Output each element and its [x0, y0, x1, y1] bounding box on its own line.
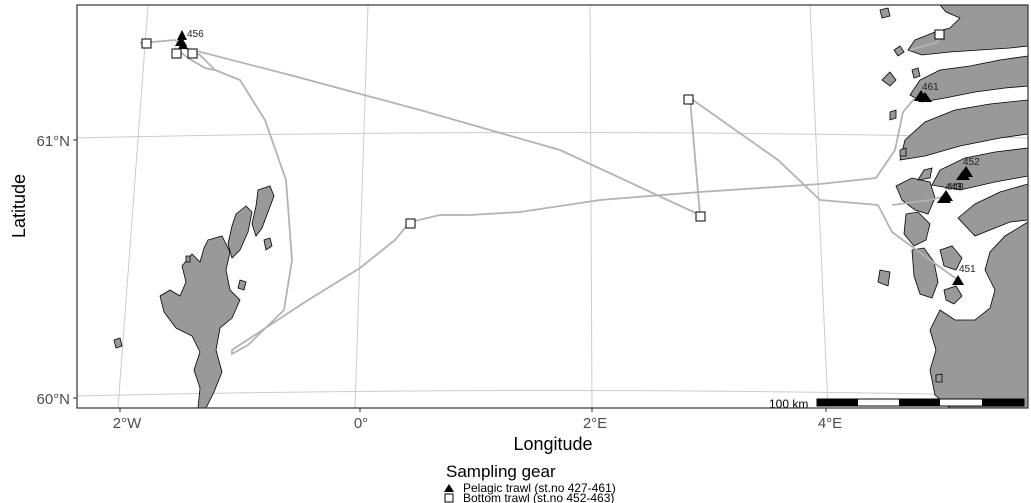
bottom-trawl-station: [141, 38, 152, 49]
legend-label-pelagic: Pelagic trawl (st.no 427-461): [463, 481, 616, 495]
y-tick-label: 61°N: [36, 133, 70, 150]
pelagic-trawl-station: [177, 30, 187, 40]
panel-border: [76, 4, 1029, 409]
pelagic-trawl-markers: [175, 30, 973, 285]
x-tick-label: 0°: [354, 415, 368, 432]
pelagic-trawl-station: [937, 193, 951, 203]
pelagic-trawl-station: [918, 92, 932, 102]
legend-square-icon: [444, 493, 454, 503]
legend: Sampling gear Pelagic trawl (st.no 427-4…: [444, 462, 616, 503]
station-label: 452: [963, 157, 980, 168]
parallel-61n: [77, 132, 1028, 139]
meridian-2w: [117, 5, 149, 408]
norway-land: [877, 5, 1028, 408]
meridian-4e: [809, 5, 829, 408]
x-tick-label: 2°W: [113, 415, 142, 432]
station-label: 443: [945, 182, 962, 193]
bottom-trawl-station: [187, 48, 198, 59]
meridian-0: [354, 5, 369, 408]
graticule: [77, 5, 1028, 408]
station-label: 451: [959, 264, 976, 275]
bottom-trawl-markers: [141, 29, 945, 229]
x-tick-label: 2°E: [583, 415, 607, 432]
y-axis-title: Latitude: [9, 174, 29, 238]
shetland-land: [113, 185, 275, 408]
parallel-60n: [77, 390, 1028, 397]
scale-bar: 100 km: [769, 397, 1025, 411]
y-tick-label: 60°N: [36, 391, 70, 408]
bottom-trawl-station: [683, 94, 694, 105]
pelagic-trawl-station: [178, 40, 188, 49]
pelagic-trawl-station: [956, 170, 970, 180]
pelagic-trawl-station: [952, 275, 964, 285]
bottom-trawl-station: [405, 218, 416, 229]
station-labels: 456 461 452 443 448 451: [187, 29, 980, 275]
bottom-trawl-station: [934, 29, 945, 40]
cruise-track: [139, 34, 959, 356]
legend-title: Sampling gear: [446, 462, 556, 481]
axis-ticks: [73, 139, 827, 412]
x-tick-label: 4°E: [818, 415, 842, 432]
legend-triangle-icon: [444, 484, 454, 492]
station-label: 448: [947, 182, 964, 193]
scale-bar-label: 100 km: [769, 397, 808, 411]
bottom-trawl-station: [695, 211, 706, 222]
bottom-trawl-station: [171, 48, 182, 59]
x-axis-title: Longitude: [513, 434, 592, 454]
station-label: 456: [187, 29, 204, 40]
legend-label-bottom: Bottom trawl (st.no 452-463): [463, 491, 614, 503]
meridian-2e: [589, 5, 593, 408]
station-label: 461: [922, 82, 939, 93]
